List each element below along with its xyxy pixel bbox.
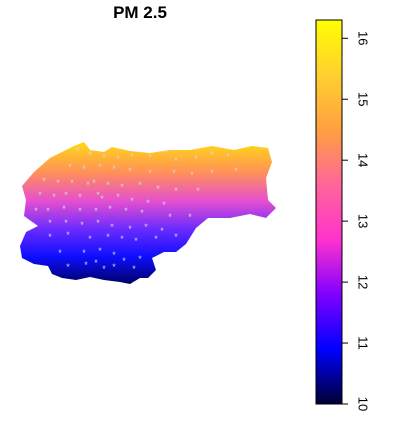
station-marker: * [108,204,112,214]
station-marker: * [130,196,134,206]
station-marker: * [98,162,102,172]
station-marker: * [106,180,110,190]
station-marker: * [160,226,164,236]
station-marker: * [102,264,106,274]
station-marker: * [70,178,74,188]
station-marker: * [78,206,82,216]
station-marker: * [110,222,114,232]
station-marker: * [194,154,198,164]
station-marker: * [98,246,102,256]
station-marker: * [196,186,200,196]
station-marker: * [134,236,138,246]
station-marker: * [62,204,66,214]
station-marker: * [76,146,80,156]
station-marker: * [154,234,158,244]
station-marker: * [48,218,52,228]
station-marker: * [56,178,60,188]
station-marker: * [140,208,144,218]
station-marker: * [66,262,70,272]
station-marker: * [128,166,132,176]
station-marker: * [116,154,120,164]
station-marker: * [48,232,52,242]
colorbar-tick-label: 16 [355,31,370,45]
station-marker: * [112,262,116,272]
colorbar-tick-label: 15 [355,92,370,106]
station-marker: * [210,150,214,160]
colorbar-gradient-bar [315,19,343,405]
station-marker: * [86,180,90,190]
station-marker: * [174,186,178,196]
station-marker: * [84,260,88,270]
station-marker: * [116,192,120,202]
colorbar-tick-label: 11 [355,336,370,350]
station-marker: * [58,248,62,258]
station-marker: * [234,166,238,176]
station-marker: * [42,176,46,186]
station-marker: * [172,168,176,178]
station-marker: * [138,254,142,264]
station-marker: * [102,152,106,162]
station-marker: * [130,152,134,162]
colorbar-tick-label: 12 [355,275,370,289]
station-marker: * [82,248,86,258]
station-marker: * [120,234,124,244]
station-marker: * [46,206,50,216]
station-marker: * [66,230,70,240]
station-marker: * [124,206,128,216]
station-marker: * [88,234,92,244]
station-marker: * [146,198,150,208]
colorbar-ticks: 10 11 12 13 14 15 16 [342,31,370,411]
station-marker: * [68,162,72,172]
station-marker: * [188,212,192,222]
station-marker: * [190,170,194,180]
station-marker: * [132,264,136,274]
station-marker: * [174,156,178,166]
station-marker: * [106,232,110,242]
station-marker: * [94,206,98,216]
station-marker: * [112,250,116,260]
station-marker: * [148,152,152,162]
station-marker: * [88,150,92,160]
colorbar-tick-label: 13 [355,214,370,228]
station-marker: * [210,168,214,178]
station-marker: * [64,218,68,228]
region-boundary [20,142,276,284]
map-title: PM 2.5 [113,3,167,22]
station-marker: * [174,232,178,242]
station-marker: * [164,148,168,158]
station-marker: * [100,194,104,204]
station-marker: * [128,224,132,234]
station-marker: * [162,200,166,210]
colorbar-tick-label: 10 [355,397,370,411]
station-marker: * [96,190,100,200]
station-marker: * [226,152,230,162]
station-marker: * [168,212,172,222]
colorbar-tick-label: 14 [355,153,370,167]
station-marker: * [64,190,68,200]
station-marker: * [96,218,100,228]
station-marker: * [156,184,160,194]
station-marker: * [34,206,38,216]
station-marker: * [94,258,98,268]
station-marker: * [122,256,126,266]
station-marker: * [82,164,86,174]
station-marker: * [78,192,82,202]
station-marker: * [144,222,148,232]
station-marker: * [112,164,116,174]
station-marker: * [120,182,124,192]
station-marker: * [138,180,142,190]
station-marker: * [92,178,96,188]
station-marker: * [52,192,56,202]
station-marker: * [80,220,84,230]
station-marker: * [38,190,42,200]
station-marker: * [148,168,152,178]
station-markers: * * * * * * ** * * ** * * * * * * * * ** * * * * * * * * * ** * * * * * * *… [34,146,238,274]
